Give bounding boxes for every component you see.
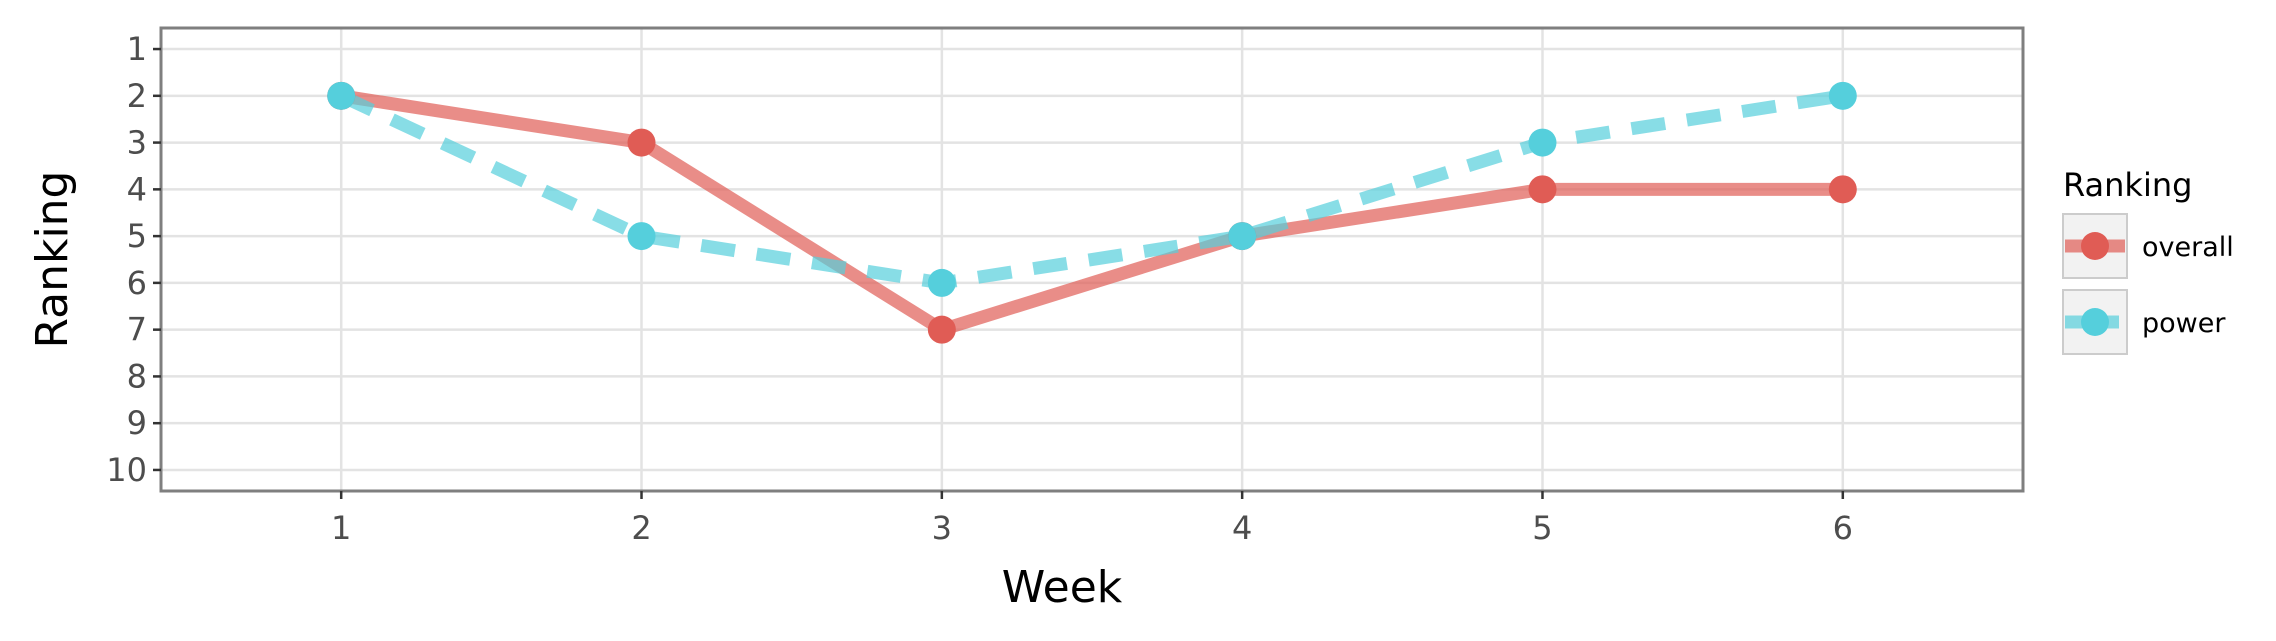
x-tick-label: 3 bbox=[932, 509, 952, 547]
series-line-overall bbox=[340, 89, 1843, 337]
y-tick-label: 4 bbox=[127, 170, 147, 208]
data-point-overall bbox=[927, 315, 956, 344]
data-point-overall bbox=[627, 128, 656, 157]
series-line-power bbox=[338, 89, 1844, 290]
data-point-power bbox=[327, 81, 356, 110]
y-tick-label: 8 bbox=[127, 357, 147, 395]
legend-label-power: power bbox=[2142, 308, 2226, 339]
x-tick-label: 5 bbox=[1532, 509, 1552, 547]
y-tick-label: 9 bbox=[127, 404, 147, 442]
y-tick-label: 2 bbox=[127, 77, 147, 115]
x-tick-label: 1 bbox=[331, 509, 351, 547]
legend-item-power: power bbox=[2062, 289, 2226, 355]
y-tick-label: 5 bbox=[127, 217, 147, 255]
axis-layer: 1 2 3 4 5 6 1 2 3 4 5 6 7 8 9 10 bbox=[106, 30, 1853, 547]
data-point-overall bbox=[1528, 175, 1557, 204]
data-point-power bbox=[1828, 81, 1857, 110]
data-point-power bbox=[627, 222, 656, 251]
legend-item-overall: overall bbox=[2062, 213, 2234, 279]
y-tick-label: 10 bbox=[106, 451, 147, 489]
data-point-power bbox=[927, 268, 956, 297]
legend-key-point bbox=[2081, 232, 2109, 260]
data-point-power bbox=[1528, 128, 1557, 157]
data-point-overall bbox=[1828, 175, 1857, 204]
x-tick-label: 4 bbox=[1232, 509, 1252, 547]
legend-key-point bbox=[2081, 308, 2109, 336]
x-tick-label: 2 bbox=[631, 509, 651, 547]
y-tick-label: 6 bbox=[127, 264, 147, 302]
series-layer bbox=[327, 81, 1857, 344]
y-tick-label: 1 bbox=[127, 30, 147, 68]
y-axis-title: Ranking bbox=[27, 171, 78, 349]
y-tick-label: 7 bbox=[127, 311, 147, 349]
legend-title: Ranking bbox=[2063, 166, 2192, 204]
x-tick-label: 6 bbox=[1833, 509, 1853, 547]
plot-panel-border bbox=[159, 26, 2025, 493]
legend: Ranking overall power bbox=[2062, 166, 2234, 355]
y-tick-label: 3 bbox=[127, 124, 147, 162]
data-point-power bbox=[1228, 222, 1257, 251]
legend-label-overall: overall bbox=[2142, 232, 2234, 263]
x-axis-title: Week bbox=[1002, 562, 1123, 613]
